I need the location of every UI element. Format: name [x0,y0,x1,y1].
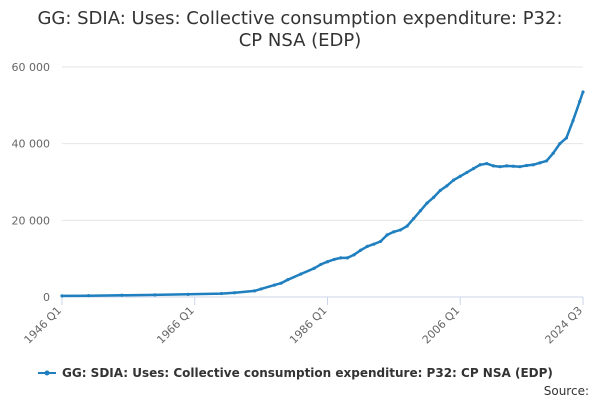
data-point[interactable] [418,209,422,213]
data-point[interactable] [153,293,157,297]
x-tick-label: 2006 Q1 [420,304,463,347]
data-point[interactable] [412,216,416,221]
data-point[interactable] [471,166,476,171]
series-line[interactable] [61,91,585,298]
y-tick-label: 40 000 [12,138,51,151]
y-axis: 0 20 000 40 000 60 000 [12,61,51,304]
data-point[interactable] [458,174,462,178]
data-point[interactable] [524,163,529,168]
chart-title-line-2: CP NSA (EDP) [239,30,362,51]
data-point[interactable] [120,293,124,297]
data-point[interactable] [551,151,555,155]
legend-label: GG: SDIA: Uses: Collective consumption e… [62,366,553,380]
data-point[interactable] [558,142,562,146]
data-point[interactable] [405,224,409,228]
data-point[interactable] [398,228,403,232]
data-point[interactable] [345,256,349,260]
x-tick-label: 1946 Q1 [22,304,65,347]
data-point[interactable] [319,262,323,267]
data-point[interactable] [451,178,456,182]
data-point[interactable] [478,163,482,167]
data-point[interactable] [544,159,549,163]
data-point[interactable] [259,287,263,291]
data-point[interactable] [578,99,582,104]
data-point[interactable] [60,294,64,298]
y-tick-label: 60 000 [12,61,51,74]
data-point[interactable] [392,230,396,234]
x-tick-label: 1966 Q1 [154,304,197,347]
data-point[interactable] [286,278,290,282]
data-point[interactable] [485,162,489,166]
data-point[interactable] [365,244,369,248]
data-point[interactable] [518,165,522,169]
data-point[interactable] [581,90,585,94]
data-point[interactable] [339,256,343,260]
data-point[interactable] [425,201,429,205]
data-point[interactable] [438,188,442,193]
x-axis: 1946 Q1 1966 Q1 1986 Q1 2006 Q1 2024 Q3 [22,296,586,347]
x-tick-label: 1986 Q1 [287,304,330,347]
x-tick-label: 2024 Q3 [543,304,586,347]
data-point[interactable] [232,291,237,295]
data-point[interactable] [359,248,363,252]
plot-area [60,90,585,298]
data-point[interactable] [571,119,575,123]
data-point[interactable] [531,163,535,167]
data-point[interactable] [279,281,283,285]
legend-marker [44,370,50,376]
data-point[interactable] [445,184,449,188]
data-point[interactable] [378,239,383,244]
y-tick-label: 20 000 [12,214,51,227]
data-point[interactable] [186,292,190,296]
chart-title-line-1: GG: SDIA: Uses: Collective consumption e… [37,8,562,29]
gridlines [62,66,583,221]
data-point[interactable] [505,164,509,168]
data-point[interactable] [491,164,496,168]
data-point[interactable] [299,272,303,276]
data-point[interactable] [86,294,91,298]
data-point[interactable] [564,136,569,140]
data-point[interactable] [511,164,515,168]
source-label[interactable]: Source: [544,384,589,398]
data-point[interactable] [219,291,223,296]
data-point[interactable] [385,233,389,237]
data-point[interactable] [332,257,336,262]
data-point[interactable] [352,253,356,257]
data-point[interactable] [372,242,376,246]
data-point[interactable] [312,266,316,270]
data-point[interactable] [465,170,469,175]
data-point[interactable] [325,260,330,264]
data-point[interactable] [432,195,436,199]
data-point[interactable] [252,289,257,293]
legend[interactable]: GG: SDIA: Uses: Collective consumption e… [38,366,553,380]
y-tick-label: 0 [43,291,50,304]
data-point[interactable] [538,161,542,165]
data-point[interactable] [498,165,502,169]
data-point[interactable] [272,283,276,287]
